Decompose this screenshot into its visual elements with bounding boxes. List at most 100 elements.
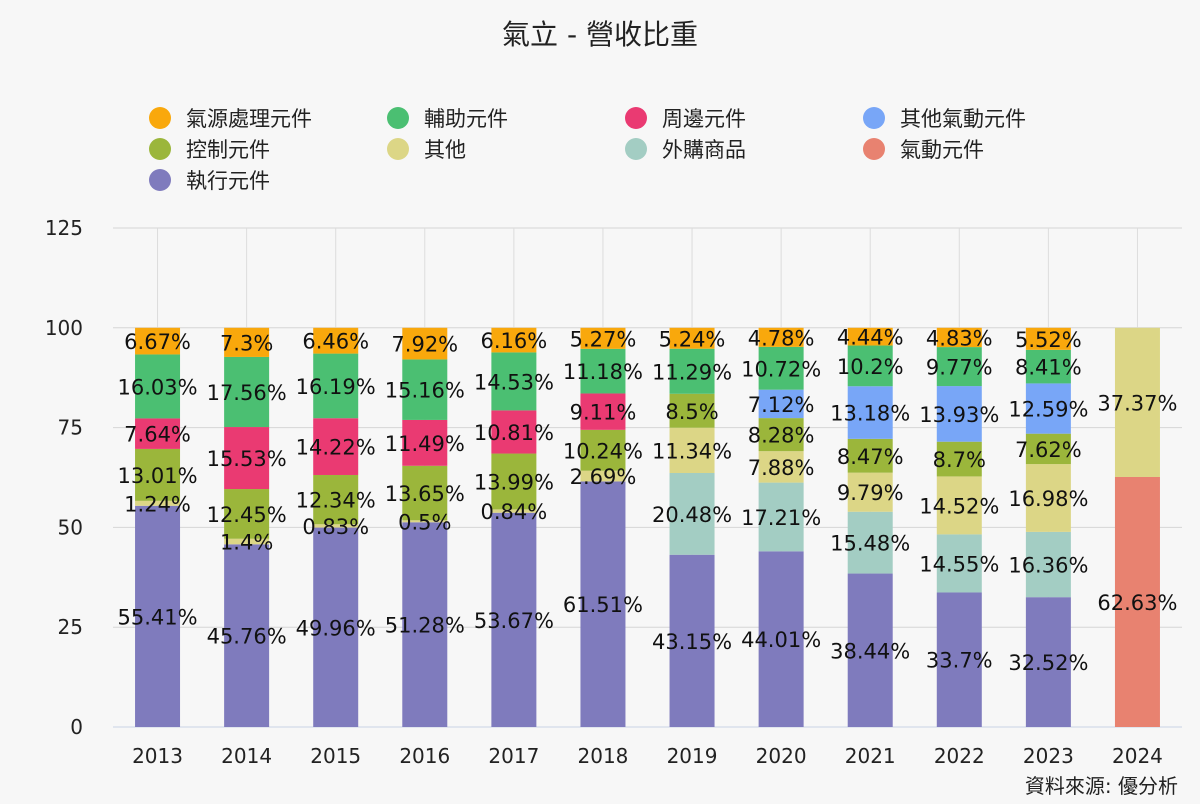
bar-segment bbox=[491, 512, 537, 727]
bar-segment bbox=[313, 353, 359, 419]
data-label: 13.99% bbox=[474, 470, 554, 494]
bar-segment bbox=[313, 524, 359, 528]
data-label: 9.11% bbox=[570, 401, 637, 425]
bar-segment bbox=[491, 410, 537, 454]
legend-label: 外購商品 bbox=[662, 138, 746, 162]
data-label: 13.65% bbox=[385, 482, 465, 506]
bar-segment bbox=[758, 482, 804, 552]
data-label: 5.52% bbox=[1015, 328, 1082, 352]
legend-swatch bbox=[387, 107, 409, 129]
data-label: 7.3% bbox=[220, 331, 273, 355]
bar-segment bbox=[402, 520, 448, 523]
x-tick-label: 2013 bbox=[132, 744, 183, 768]
bar-segment bbox=[491, 453, 537, 510]
data-label: 38.44% bbox=[830, 639, 910, 663]
bar-segment bbox=[224, 427, 270, 490]
bar-segment bbox=[580, 327, 626, 349]
bar-segment bbox=[847, 573, 893, 727]
bar-segment bbox=[224, 356, 270, 428]
legend-item: 其他氣動元件 bbox=[863, 107, 1026, 131]
bar-segment bbox=[1025, 531, 1071, 598]
data-label: 15.48% bbox=[830, 532, 910, 556]
bar-segment bbox=[580, 393, 626, 430]
data-label: 14.53% bbox=[474, 370, 554, 394]
data-label: 16.19% bbox=[296, 375, 376, 399]
bar-segment bbox=[402, 419, 448, 466]
bar-segment bbox=[491, 352, 537, 411]
data-label: 11.34% bbox=[652, 439, 732, 463]
bar-segment bbox=[224, 327, 270, 357]
data-label: 44.01% bbox=[741, 628, 821, 652]
legend-item: 氣動元件 bbox=[863, 138, 984, 162]
bar-segment bbox=[135, 448, 181, 501]
x-tick-label: 2021 bbox=[845, 744, 896, 768]
bar-segment bbox=[1025, 433, 1071, 465]
bar-segment bbox=[1025, 327, 1071, 350]
data-label: 11.18% bbox=[563, 360, 643, 384]
bar-segment bbox=[402, 522, 448, 727]
bar-segment bbox=[313, 474, 359, 525]
data-label: 12.45% bbox=[207, 503, 287, 527]
bar-segment bbox=[135, 354, 181, 419]
bar-segment bbox=[135, 418, 181, 449]
x-tick-label: 2024 bbox=[1112, 744, 1163, 768]
data-label: 17.21% bbox=[741, 506, 821, 530]
bar-segment bbox=[580, 470, 626, 482]
y-tick-label: 75 bbox=[58, 416, 83, 440]
bar-segment bbox=[580, 429, 626, 471]
y-tick-label: 0 bbox=[70, 715, 83, 739]
bar-segment bbox=[847, 345, 893, 387]
legend-label: 周邊元件 bbox=[662, 107, 746, 131]
data-label: 14.55% bbox=[919, 552, 999, 576]
data-label: 6.67% bbox=[124, 330, 191, 354]
data-label: 12.59% bbox=[1008, 398, 1088, 422]
x-tick-label: 2019 bbox=[667, 744, 718, 768]
legend-label: 執行元件 bbox=[186, 169, 270, 193]
x-axis: 2013 2014 2015 2016 2017 2018 2019 2020 2021 2022… bbox=[132, 744, 1163, 768]
data-label: 5.27% bbox=[570, 327, 637, 351]
legend-item: 周邊元件 bbox=[625, 107, 746, 131]
bar-segment bbox=[758, 418, 804, 452]
data-label: 14.22% bbox=[296, 436, 376, 460]
legend-item: 輔助元件 bbox=[387, 107, 508, 131]
data-label: 11.29% bbox=[652, 360, 732, 384]
data-label: 15.16% bbox=[385, 379, 465, 403]
data-label: 9.79% bbox=[837, 481, 904, 505]
bar-segment bbox=[1025, 349, 1071, 384]
y-tick-label: 125 bbox=[45, 216, 83, 240]
bar-segment bbox=[758, 451, 804, 483]
legend-label: 氣動元件 bbox=[900, 138, 984, 162]
data-label: 17.56% bbox=[207, 381, 287, 405]
chart-title: 氣立 - 營收比重 bbox=[502, 18, 698, 51]
bar-segment bbox=[224, 544, 270, 727]
data-label: 8.47% bbox=[837, 445, 904, 469]
data-label: 6.16% bbox=[481, 329, 548, 353]
bar-segment bbox=[847, 386, 893, 439]
bar-segment bbox=[669, 472, 715, 555]
bar-segment bbox=[847, 511, 893, 574]
data-label: 55.41% bbox=[118, 605, 198, 629]
bar-segment bbox=[936, 476, 982, 535]
bar-segment bbox=[936, 327, 982, 348]
x-tick-label: 2020 bbox=[756, 744, 807, 768]
bar-segment bbox=[936, 592, 982, 727]
y-tick-label: 50 bbox=[58, 515, 83, 539]
bar-segment bbox=[669, 427, 715, 473]
bar-segment bbox=[669, 348, 715, 394]
legend-item: 執行元件 bbox=[149, 169, 270, 193]
legend-swatch bbox=[863, 107, 885, 129]
data-labels: 55.41% 1.24% 13.01% 7.64% 16.03% 6.67% 45.76% 1… bbox=[118, 326, 1178, 675]
x-tick-label: 2017 bbox=[488, 744, 539, 768]
x-tick-label: 2018 bbox=[578, 744, 629, 768]
x-tick-label: 2015 bbox=[310, 744, 361, 768]
bar-segment bbox=[847, 472, 893, 512]
x-tick-label: 2022 bbox=[934, 744, 985, 768]
data-label: 7.88% bbox=[748, 456, 815, 480]
y-tick-label: 100 bbox=[45, 316, 83, 340]
bar-segment bbox=[847, 327, 893, 346]
data-label: 16.36% bbox=[1008, 554, 1088, 578]
data-label: 7.62% bbox=[1015, 438, 1082, 462]
bar-segment bbox=[224, 538, 270, 545]
